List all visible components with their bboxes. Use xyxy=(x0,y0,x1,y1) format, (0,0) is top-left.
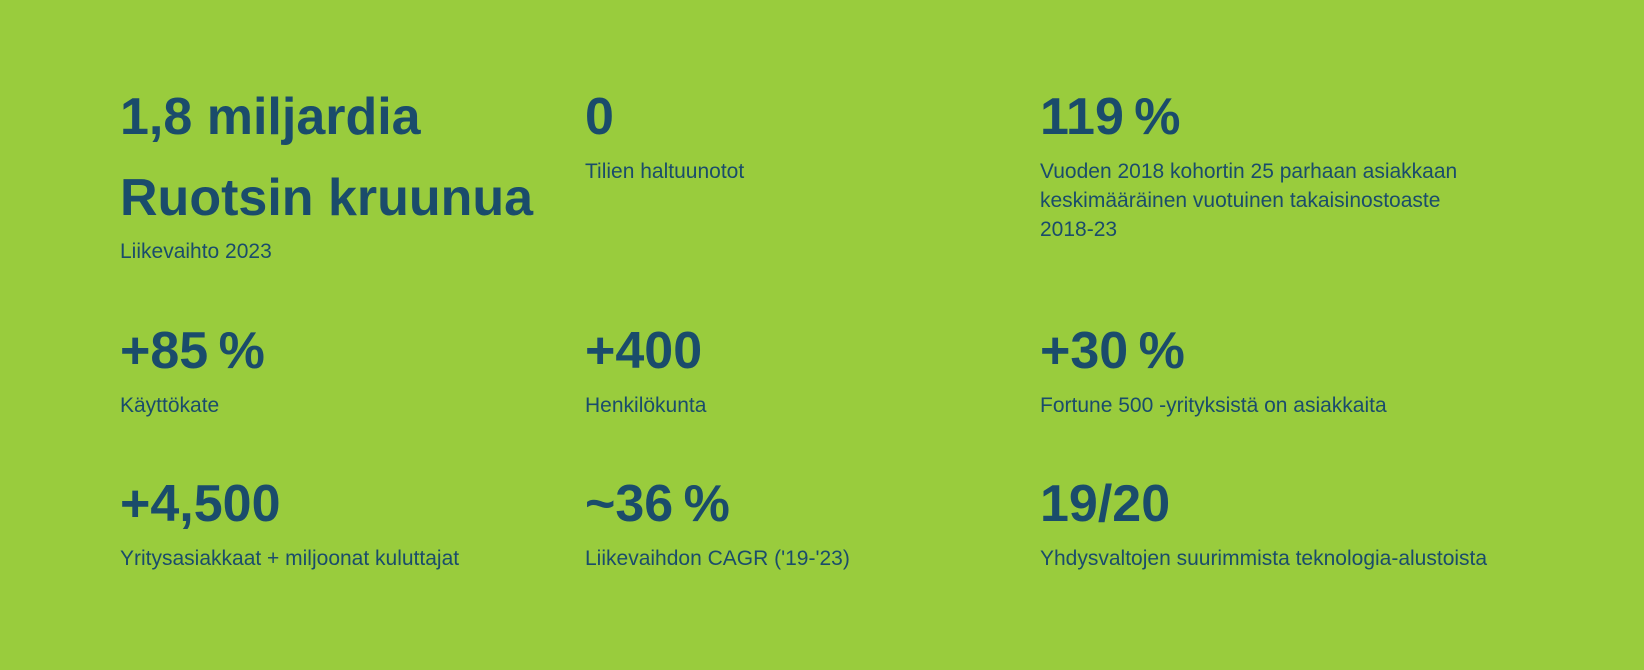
stat-value: +400 xyxy=(585,322,703,380)
stat-us-tech-platforms: 19/20 Yhdysvaltojen suurimmista teknolog… xyxy=(1040,464,1580,574)
stat-value: 0 xyxy=(585,88,614,146)
stat-label: Liikevaihdon CAGR ('19-'23) xyxy=(585,546,850,570)
stat-label: Yhdysvaltojen suurimmista teknologia-alu… xyxy=(1040,546,1488,570)
stat-net-revenue-retention: 119 % Vuoden 2018 kohortin 25 parhaan as… xyxy=(1040,77,1580,311)
stat-value: 1,8 miljardia Ruotsin kruunua xyxy=(120,88,534,227)
stat-value: ~36 % xyxy=(585,475,730,533)
stat-business-customers: +4,500 Yritysasiakkaat + miljoonat kulut… xyxy=(120,464,585,574)
stat-value: 19/20 xyxy=(1040,475,1171,533)
stat-fortune500-customers: +30 % Fortune 500 -yrityksistä on asiakk… xyxy=(1040,311,1580,464)
stat-value: +4,500 xyxy=(120,475,281,533)
stat-value: +85 % xyxy=(120,322,265,380)
stat-label: Tilien haltuunotot xyxy=(585,159,745,183)
stat-label: Yritysasiakkaat + miljoonat kuluttajat xyxy=(120,546,460,570)
stat-revenue-2023: 1,8 miljardia Ruotsin kruunua Liikevaiht… xyxy=(120,77,585,311)
stat-value: +30 % xyxy=(1040,322,1185,380)
stat-revenue-cagr: ~36 % Liikevaihdon CAGR ('19-'23) xyxy=(585,464,1040,574)
stat-employees: +400 Henkilökunta xyxy=(585,311,1040,464)
stat-label: Liikevaihto 2023 xyxy=(120,240,272,264)
stat-value: 119 % xyxy=(1040,88,1181,146)
stat-account-takeovers: 0 Tilien haltuunotot xyxy=(585,77,1040,311)
stat-ebitda: +85 % Käyttökate xyxy=(120,311,585,464)
stat-label: Fortune 500 -yrityksistä on asiakkaita xyxy=(1040,393,1387,417)
stat-label: Käyttökate xyxy=(120,393,220,417)
stat-label: Vuoden 2018 kohortin 25 parhaan asiakkaa… xyxy=(1040,159,1458,241)
stats-grid: 1,8 miljardia Ruotsin kruunua Liikevaiht… xyxy=(120,77,1580,574)
stat-label: Henkilökunta xyxy=(585,393,707,417)
